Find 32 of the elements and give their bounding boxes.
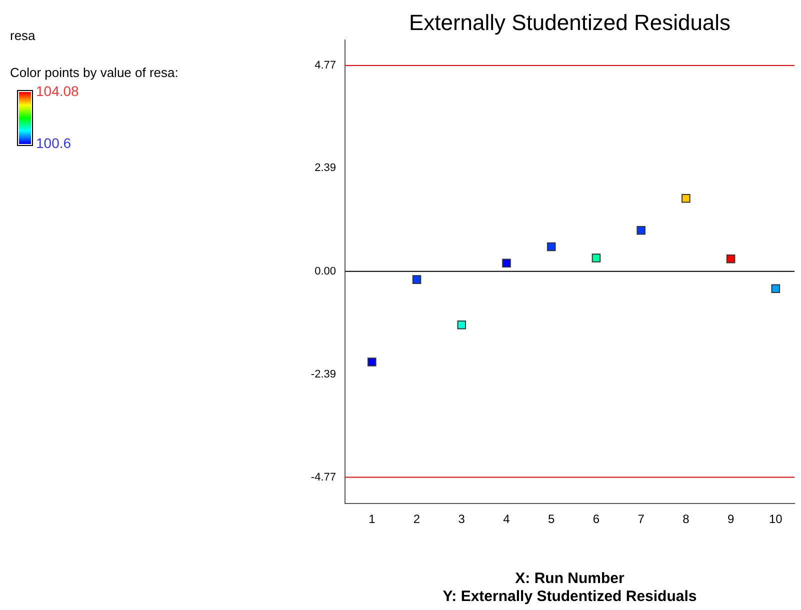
x-tick-label: 3	[458, 512, 466, 526]
x-tick-label: 5	[548, 512, 556, 526]
x-tick-label: 8	[682, 512, 690, 526]
x-tick-label: 9	[727, 512, 734, 526]
text: Y: Externally Studentized Residuals	[442, 588, 697, 605]
text: resa	[10, 28, 36, 43]
point	[502, 258, 511, 268]
point	[771, 284, 780, 294]
point	[368, 358, 376, 366]
color-bar-title: Color points by value of resa:	[10, 65, 178, 80]
x-tick-label: 1	[368, 512, 376, 526]
y-tick-label: 2.39	[314, 162, 336, 174]
point	[682, 194, 690, 203]
color-bar-label: 104.08	[36, 82, 80, 99]
y-tick-label: 4.77	[314, 60, 336, 72]
point	[636, 226, 646, 235]
x-tick-label: 7	[638, 512, 645, 526]
x-axis-title: X: Run Number	[515, 570, 624, 587]
y-tick-label: -4.77	[310, 471, 336, 484]
color-bar-label: 100.6	[36, 134, 72, 151]
x-tick-label: 6	[592, 512, 600, 526]
y-tick-label: -2.39	[310, 368, 336, 381]
point	[546, 242, 556, 252]
x-tick-label: 2	[413, 512, 420, 526]
y-tick-label: 0.00	[314, 265, 336, 278]
point	[457, 320, 466, 330]
x-tick-label: 10	[768, 512, 783, 526]
x-tick-label: 4	[503, 512, 510, 526]
point	[412, 275, 422, 284]
point	[592, 254, 601, 262]
chart-title: Externally Studentized Residuals	[408, 10, 731, 35]
point	[726, 254, 736, 264]
